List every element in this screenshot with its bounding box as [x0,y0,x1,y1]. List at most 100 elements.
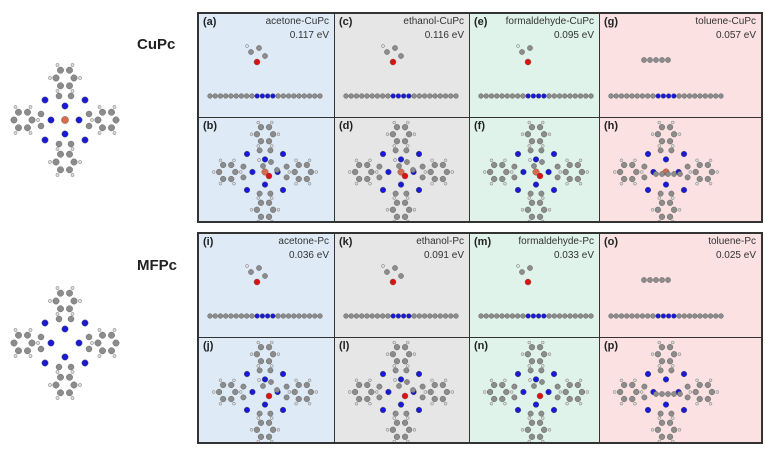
carbon-atom [419,163,426,169]
carbon-atom [52,381,60,389]
carbon-atom [232,168,239,175]
nitrogen-atom [397,376,405,383]
panel-tag: (n) [474,340,489,352]
hydrogen-atom [688,390,692,394]
carbon-atom [677,170,683,177]
carbon-atom [283,394,290,401]
hydrogen-atom [657,219,661,221]
carbon-atom [212,313,218,319]
nitrogen-atom [545,168,552,175]
nitrogen-atom [532,401,540,408]
carbon-atom [393,433,401,440]
carbon-atom [283,163,290,169]
nitrogen-atom [415,186,423,193]
hydrogen-atom [392,439,396,442]
carbon-atom [389,351,396,358]
carbon-atom [520,313,526,319]
carbon-atom [55,363,63,371]
nitrogen-atom [243,370,251,378]
hydrogen-atom [55,396,60,400]
carbon-atom [37,110,45,118]
hydrogen-atom [70,173,75,177]
hydrogen-atom [430,158,434,162]
hydrogen-atom [650,207,655,211]
side-view-panel-toluene-Pc: (o) toluene-Pc 0.025 eV [600,234,761,338]
carbon-atom [488,93,495,99]
nitrogen-atom [261,376,269,383]
carbon-atom [608,313,614,319]
oxygen-atom [536,392,544,400]
carbon-atom [536,123,544,130]
carbon-atom [396,383,402,389]
carbon-atom [509,313,516,319]
carbon-atom [624,313,630,319]
carbon-atom [67,92,75,100]
oxygen-atom [253,278,261,286]
hydrogen-atom [541,439,545,442]
carbon-atom [401,313,407,319]
nitrogen-atom [644,186,652,193]
side-view-panel-formaldehyde-Pc: (m) formaldehyde-Pc 0.033 eV [470,234,600,338]
carbon-atom [55,315,63,323]
carbon-atom [671,313,677,319]
carbon-atom [499,93,505,99]
carbon-atom [588,313,594,319]
structure-render [343,264,459,319]
carbon-atom [671,130,678,137]
carbon-atom [359,93,365,99]
hydrogen-atom [541,364,545,368]
carbon-atom [265,123,273,130]
nitrogen-atom [261,401,269,408]
hydrogen-atom [48,160,52,164]
hydrogen-atom [443,402,448,406]
carbon-atom [265,433,273,440]
carbon-atom [253,426,260,433]
hydrogen-atom [392,364,396,368]
carbon-atom [57,373,64,381]
hydrogen-atom [354,181,359,185]
system-name: toluene-CuPc [695,16,756,27]
nitrogen-atom [514,150,522,157]
nitrogen-atom [249,168,256,175]
hydrogen-atom [97,131,102,135]
carbon-atom [352,168,359,175]
hydrogen-atom [249,352,254,356]
panel-tag: (k) [339,236,353,248]
carbon-atom [524,426,531,433]
carbon-atom [376,163,383,169]
carbon-atom [259,93,265,99]
carbon-atom [66,150,73,158]
nitrogen-atom [545,388,552,396]
carbon-atom [641,277,647,283]
carbon-atom [259,313,265,319]
side-view-panel-toluene-CuPc: (g) toluene-CuPc 0.057 eV [600,14,761,118]
carbon-atom [253,130,260,137]
carbon-atom [666,199,674,206]
carbon-atom [499,381,506,389]
carbon-atom [572,313,578,319]
nitrogen-atom [261,181,269,188]
nitrogen-atom [680,406,688,414]
carbon-atom [57,166,64,174]
system-name: formaldehyde-CuPc [505,16,594,27]
hydrogen-atom [249,207,254,211]
carbon-atom [10,339,18,347]
carbon-atom [24,331,31,339]
hydrogen-atom [276,132,281,136]
carbon-atom [524,351,531,358]
hydrogen-atom [412,132,417,136]
carbon-atom [270,130,277,137]
hydrogen-atom [70,312,75,316]
carbon-atom [265,213,273,220]
hydrogen-atom [385,207,390,211]
carbon-atom [112,116,120,124]
carbon-atom [525,93,531,99]
hydrogen-atom [55,63,60,67]
carbon-atom [660,313,666,319]
carbon-atom [443,168,450,175]
carbon-atom [216,168,223,175]
hydrogen-atom [354,402,359,406]
carbon-atom [356,175,363,182]
panel-tag: (i) [203,236,214,248]
nitrogen-atom [279,186,287,193]
